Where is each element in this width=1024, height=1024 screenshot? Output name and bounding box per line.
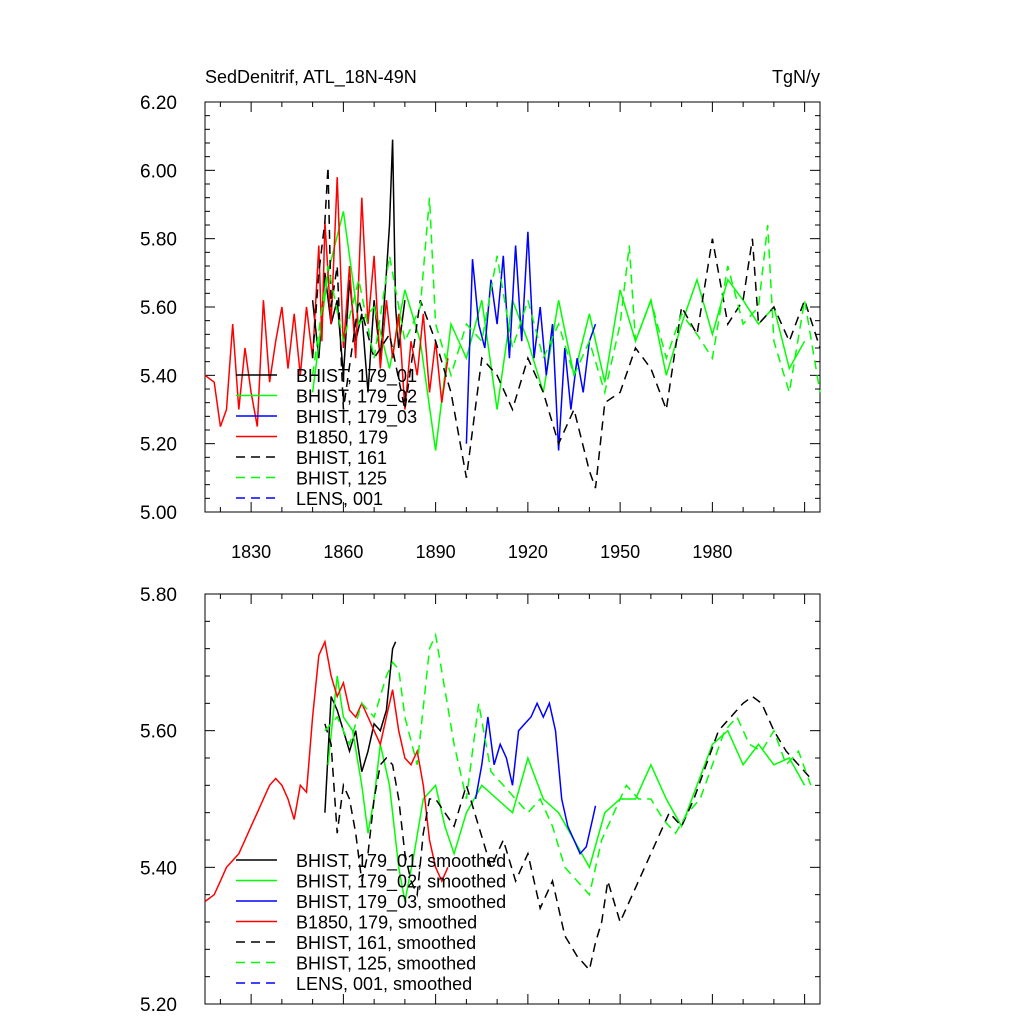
y-tick-label: 5.00	[140, 503, 177, 524]
y-axis: 5.20 5.40 5.60 5.80	[140, 585, 820, 1016]
top-panel: SedDenitrif, ATL_18N-49N TgN/y 1830 1860 1…	[140, 67, 821, 562]
y-tick-label: 6.00	[140, 161, 177, 182]
legend-label: BHIST, 179_01	[296, 366, 417, 387]
series-line-2	[327, 675, 806, 902]
legend-label: B1850, 179, smoothed	[296, 913, 477, 933]
y-tick-label: 5.80	[140, 230, 177, 251]
legend-label: BHIST, 125	[296, 469, 387, 489]
series-line-6	[324, 632, 812, 897]
x-tick-label: 1890	[416, 542, 456, 562]
x-tick-label: 1980	[692, 542, 732, 562]
series-line-5	[324, 695, 812, 972]
series-line-4	[204, 639, 449, 903]
chart-title: SedDenitrif, ATL_18N-49N	[205, 67, 417, 88]
legend-label: BHIST, 179_01, smoothed	[296, 851, 506, 872]
series-line-3	[465, 231, 597, 451]
y-tick-label: 5.80	[140, 585, 177, 606]
y-axis: 5.00 5.20 5.40 5.60 5.80 6.00 6.20	[140, 93, 820, 524]
y-tick-label: 5.20	[140, 995, 177, 1016]
y-tick-label: 5.20	[140, 435, 177, 456]
x-tick-label: 1920	[508, 542, 548, 562]
series-line-1	[324, 641, 397, 813]
series-line-3	[474, 700, 597, 856]
legend-label: BHIST, 179_02, smoothed	[296, 872, 506, 893]
series-group	[204, 139, 821, 489]
legend-label: LENS, 001, smoothed	[296, 974, 472, 994]
legend-label: BHIST, 179_03	[296, 407, 417, 428]
legend-label: BHIST, 179_03, smoothed	[296, 892, 506, 913]
y-tick-label: 6.20	[140, 93, 177, 114]
x-tick-label: 1830	[231, 542, 271, 562]
legend-label: BHIST, 179_02	[296, 387, 417, 408]
legend-label: LENS, 001	[296, 489, 383, 509]
series-line-6	[311, 197, 821, 396]
y-tick-label: 5.60	[140, 298, 177, 319]
y-tick-label: 5.40	[140, 366, 177, 387]
y-tick-label: 5.40	[140, 858, 177, 879]
chart-units: TgN/y	[772, 67, 820, 87]
legend-label: BHIST, 125, smoothed	[296, 954, 476, 974]
x-axis: 1830 1860 1890 1920 1950 1980	[219, 102, 806, 562]
x-tick-label: 1950	[600, 542, 640, 562]
x-axis	[219, 594, 806, 1004]
plot-frame	[204, 593, 821, 1005]
x-tick-label: 1860	[323, 542, 363, 562]
legend-label: BHIST, 161	[296, 448, 387, 468]
legend-label: BHIST, 161, smoothed	[296, 933, 476, 953]
series-line-5	[311, 166, 821, 489]
y-tick-label: 5.60	[140, 722, 177, 743]
series-group	[204, 632, 812, 972]
legend-label: B1850, 179	[296, 428, 388, 448]
